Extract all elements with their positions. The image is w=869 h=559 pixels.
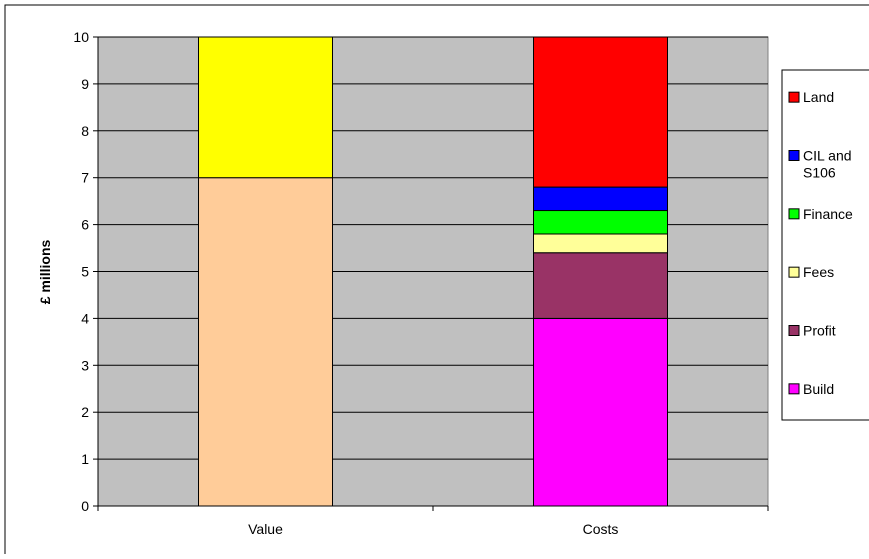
legend-swatch (788, 383, 800, 395)
x-category-label: Value (248, 521, 283, 537)
legend-label: Land (803, 89, 834, 105)
y-tick-label: 4 (81, 310, 89, 326)
y-tick-label: 6 (81, 217, 89, 233)
y-tick-label: 8 (81, 123, 89, 139)
legend-swatch (788, 150, 800, 161)
y-tick-label: 0 (81, 498, 89, 514)
y-ticks: 0 1 2 3 4 5 6 7 8 9 10 (73, 29, 98, 514)
bar-segment-value-0 (198, 177, 333, 507)
y-tick-label: 10 (73, 29, 89, 45)
legend-label: Fees (803, 264, 834, 280)
y-tick-label: 9 (81, 76, 89, 92)
legend-label: Build (803, 381, 834, 397)
legend-label: Profit (803, 323, 836, 339)
x-category-label: Costs (583, 521, 619, 537)
legend-swatch (788, 91, 800, 103)
legend-label: Finance (803, 206, 853, 222)
y-tick-label: 7 (81, 170, 89, 186)
legend-box (781, 69, 869, 421)
bar-segment-land (533, 36, 668, 188)
legend-swatch (788, 325, 800, 336)
legend-label: CIL and (803, 148, 852, 164)
legend-swatch (788, 208, 800, 220)
y-tick-label: 3 (81, 357, 89, 373)
y-tick-label: 5 (81, 264, 89, 280)
y-axis-label: £ millions (37, 240, 53, 305)
legend-label: S106 (803, 165, 836, 181)
x-ticks: Value Costs (97, 506, 769, 537)
bar-segment-build (533, 317, 668, 507)
legend-swatch (788, 266, 800, 278)
y-tick-label: 2 (81, 404, 89, 420)
bar-segment-value-1 (198, 36, 333, 179)
bar-segment-finance (533, 210, 668, 235)
bar-segment-fees (533, 233, 668, 254)
bar-segment-profit (533, 252, 668, 319)
bars (198, 36, 668, 507)
y-tick-label: 1 (81, 451, 89, 467)
bar-segment-cil-and-s106 (533, 186, 668, 212)
